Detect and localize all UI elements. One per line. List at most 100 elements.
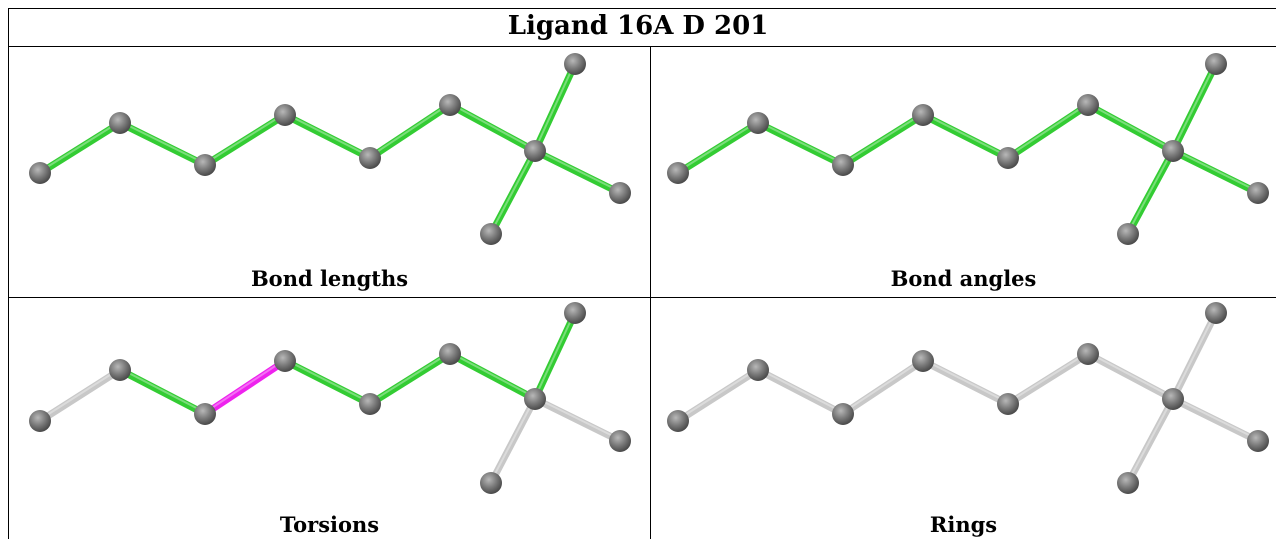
bond-highlight (449, 102, 536, 151)
atom (564, 53, 586, 75)
atom (29, 162, 51, 184)
bond (1169, 60, 1220, 155)
bond-highlight (757, 120, 844, 165)
bond-highlight (922, 358, 1009, 404)
molecule-torsions (29, 302, 631, 494)
bond-highlight (39, 120, 121, 173)
atom (109, 112, 131, 134)
bond (36, 119, 124, 177)
bond-highlight (119, 120, 206, 165)
bond-highlight (677, 367, 759, 421)
atom (564, 302, 586, 324)
atom (480, 472, 502, 494)
panel-bond-angles: Bond angles (651, 47, 1276, 297)
bond (446, 350, 539, 403)
atom (524, 140, 546, 162)
bond-highlight (490, 397, 536, 482)
bond-highlight (842, 358, 924, 414)
atom (1117, 472, 1139, 494)
atom (109, 359, 131, 381)
bond (531, 309, 579, 403)
bond-highlight (1127, 397, 1174, 482)
atom (1247, 182, 1269, 204)
bond-highlight (1087, 351, 1174, 399)
atom (194, 403, 216, 425)
bond-highlight (1127, 149, 1174, 233)
bond-highlight (1087, 102, 1174, 151)
bond-highlight (1172, 396, 1259, 441)
atom (1247, 430, 1269, 452)
bond-highlight (922, 112, 1009, 158)
atom (1205, 53, 1227, 75)
bond (919, 357, 1012, 408)
atom (274, 104, 296, 126)
caption-torsions: Torsions (279, 512, 380, 537)
bond (1169, 147, 1262, 197)
atom (480, 223, 502, 245)
bond (201, 357, 289, 418)
atom (997, 147, 1019, 169)
bond-highlight (1172, 148, 1259, 193)
atom (997, 393, 1019, 415)
bond (531, 60, 579, 155)
bond-highlight (1172, 62, 1217, 150)
table-header-divider (8, 46, 1276, 47)
bond-highlight (1007, 102, 1089, 158)
molecule-bond-angles (667, 53, 1269, 245)
bond-highlight (119, 367, 206, 414)
bond (366, 101, 454, 162)
atom (832, 154, 854, 176)
bond-highlight (757, 367, 844, 414)
table-border-left (8, 8, 9, 539)
bond (754, 119, 847, 169)
bond (1004, 101, 1092, 162)
bond-highlight (284, 358, 371, 404)
bond (281, 111, 374, 162)
bond (1004, 350, 1092, 408)
figure-title: Ligand 16A D 201 (507, 11, 769, 41)
panel-torsions: Torsions (9, 298, 650, 539)
bond-highlight (449, 351, 536, 399)
caption-bond-lengths: Bond lengths (250, 266, 409, 291)
atom (747, 359, 769, 381)
atom (1077, 343, 1099, 365)
bond (919, 111, 1012, 162)
atom (359, 393, 381, 415)
molecule-rings (667, 302, 1269, 494)
bond (487, 395, 539, 487)
bond-highlight (204, 358, 286, 414)
atom (667, 162, 689, 184)
atom (609, 182, 631, 204)
atom (667, 410, 689, 432)
atom (359, 147, 381, 169)
atom (1162, 140, 1184, 162)
bond-highlight (842, 112, 924, 165)
atom (832, 403, 854, 425)
bond (531, 147, 624, 197)
atom (29, 410, 51, 432)
bond (366, 350, 454, 408)
bond-highlight (204, 112, 286, 165)
atom (747, 112, 769, 134)
bond-highlight (534, 62, 576, 150)
bond (839, 111, 927, 169)
bond-highlight (490, 149, 536, 233)
caption-bond-angles: Bond angles (890, 266, 1037, 291)
atom (1205, 302, 1227, 324)
atom (609, 430, 631, 452)
table-row-divider (8, 297, 1276, 298)
table-border-top (8, 8, 1276, 9)
atom (1077, 94, 1099, 116)
bond-highlight (534, 148, 621, 193)
bond (1084, 350, 1177, 403)
panel-bond-lengths: Bond lengths (9, 47, 650, 297)
bond-highlight (534, 396, 621, 441)
bond (1124, 147, 1177, 238)
atom (912, 104, 934, 126)
bond (281, 357, 374, 408)
bond (116, 366, 209, 418)
bond (674, 366, 762, 425)
table-column-divider (650, 46, 651, 539)
bond (839, 357, 927, 418)
atom (194, 154, 216, 176)
